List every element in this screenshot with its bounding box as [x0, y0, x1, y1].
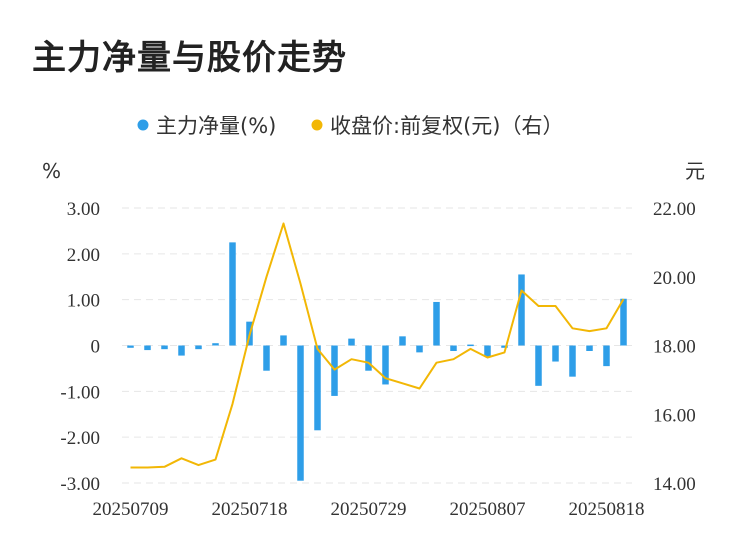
bar	[535, 345, 542, 386]
bar	[263, 345, 270, 371]
right-tick-label: 14.00	[653, 474, 696, 495]
left-axis-unit: %	[42, 159, 61, 183]
bar	[569, 345, 576, 377]
bar	[433, 301, 440, 346]
x-tick-label: 20250718	[212, 499, 288, 520]
bar	[297, 345, 304, 481]
right-tick-label: 18.00	[653, 337, 696, 358]
legend-marker-net	[137, 119, 149, 131]
right-axis-ticks: 22.00 20.00 18.00 16.00 14.00	[653, 199, 696, 495]
right-tick-label: 16.00	[653, 405, 696, 426]
bar	[331, 345, 338, 396]
bar	[552, 345, 559, 362]
bar	[603, 345, 610, 367]
left-tick-label: 3.00	[67, 199, 100, 220]
legend-label-net: 主力净量(%)	[156, 114, 276, 138]
left-tick-label: 1.00	[67, 291, 100, 312]
bar	[348, 338, 355, 346]
left-tick-label: 0	[91, 337, 101, 358]
left-tick-label: -2.00	[60, 428, 100, 449]
x-axis-ticks: 20250709 20250718 20250729 20250807 20250818	[93, 499, 645, 520]
bar-series	[127, 242, 627, 481]
bar	[484, 345, 491, 357]
price-line	[130, 222, 625, 469]
left-axis-ticks: 3.00 2.00 1.00 0 -1.00 -2.00 -3.00	[60, 199, 100, 495]
bar	[518, 274, 525, 346]
line-series	[130, 222, 625, 469]
bar	[382, 345, 389, 385]
bar	[144, 345, 151, 351]
bar	[620, 298, 627, 346]
bar	[314, 345, 321, 431]
right-axis-unit: 元	[685, 159, 705, 183]
gridlines	[122, 207, 632, 484]
bar	[229, 242, 236, 346]
bar	[467, 344, 474, 347]
bar	[212, 343, 219, 346]
left-tick-label: -3.00	[60, 474, 100, 495]
legend-label-price: 收盘价:前复权(元)（右）	[330, 114, 563, 138]
bar	[450, 345, 457, 351]
left-tick-label: 2.00	[67, 245, 100, 266]
bar	[195, 345, 202, 350]
chart-title: 主力净量与股价走势	[32, 38, 347, 78]
bar	[365, 345, 372, 371]
legend: 主力净量(%) 收盘价:前复权(元)（右）	[137, 114, 563, 138]
bar	[178, 345, 185, 356]
x-tick-label: 20250709	[93, 499, 169, 520]
x-tick-label: 20250729	[331, 499, 407, 520]
bar	[399, 336, 406, 346]
left-tick-label: -1.00	[60, 382, 100, 403]
bar	[280, 335, 287, 346]
right-tick-label: 20.00	[653, 268, 696, 289]
bar	[501, 345, 508, 348]
bar	[586, 345, 593, 351]
bar	[416, 345, 423, 353]
bar	[127, 345, 134, 348]
bar	[161, 345, 168, 350]
right-tick-label: 22.00	[653, 199, 696, 220]
legend-marker-price	[311, 119, 323, 131]
x-tick-label: 20250818	[569, 499, 645, 520]
x-tick-label: 20250807	[450, 499, 526, 520]
